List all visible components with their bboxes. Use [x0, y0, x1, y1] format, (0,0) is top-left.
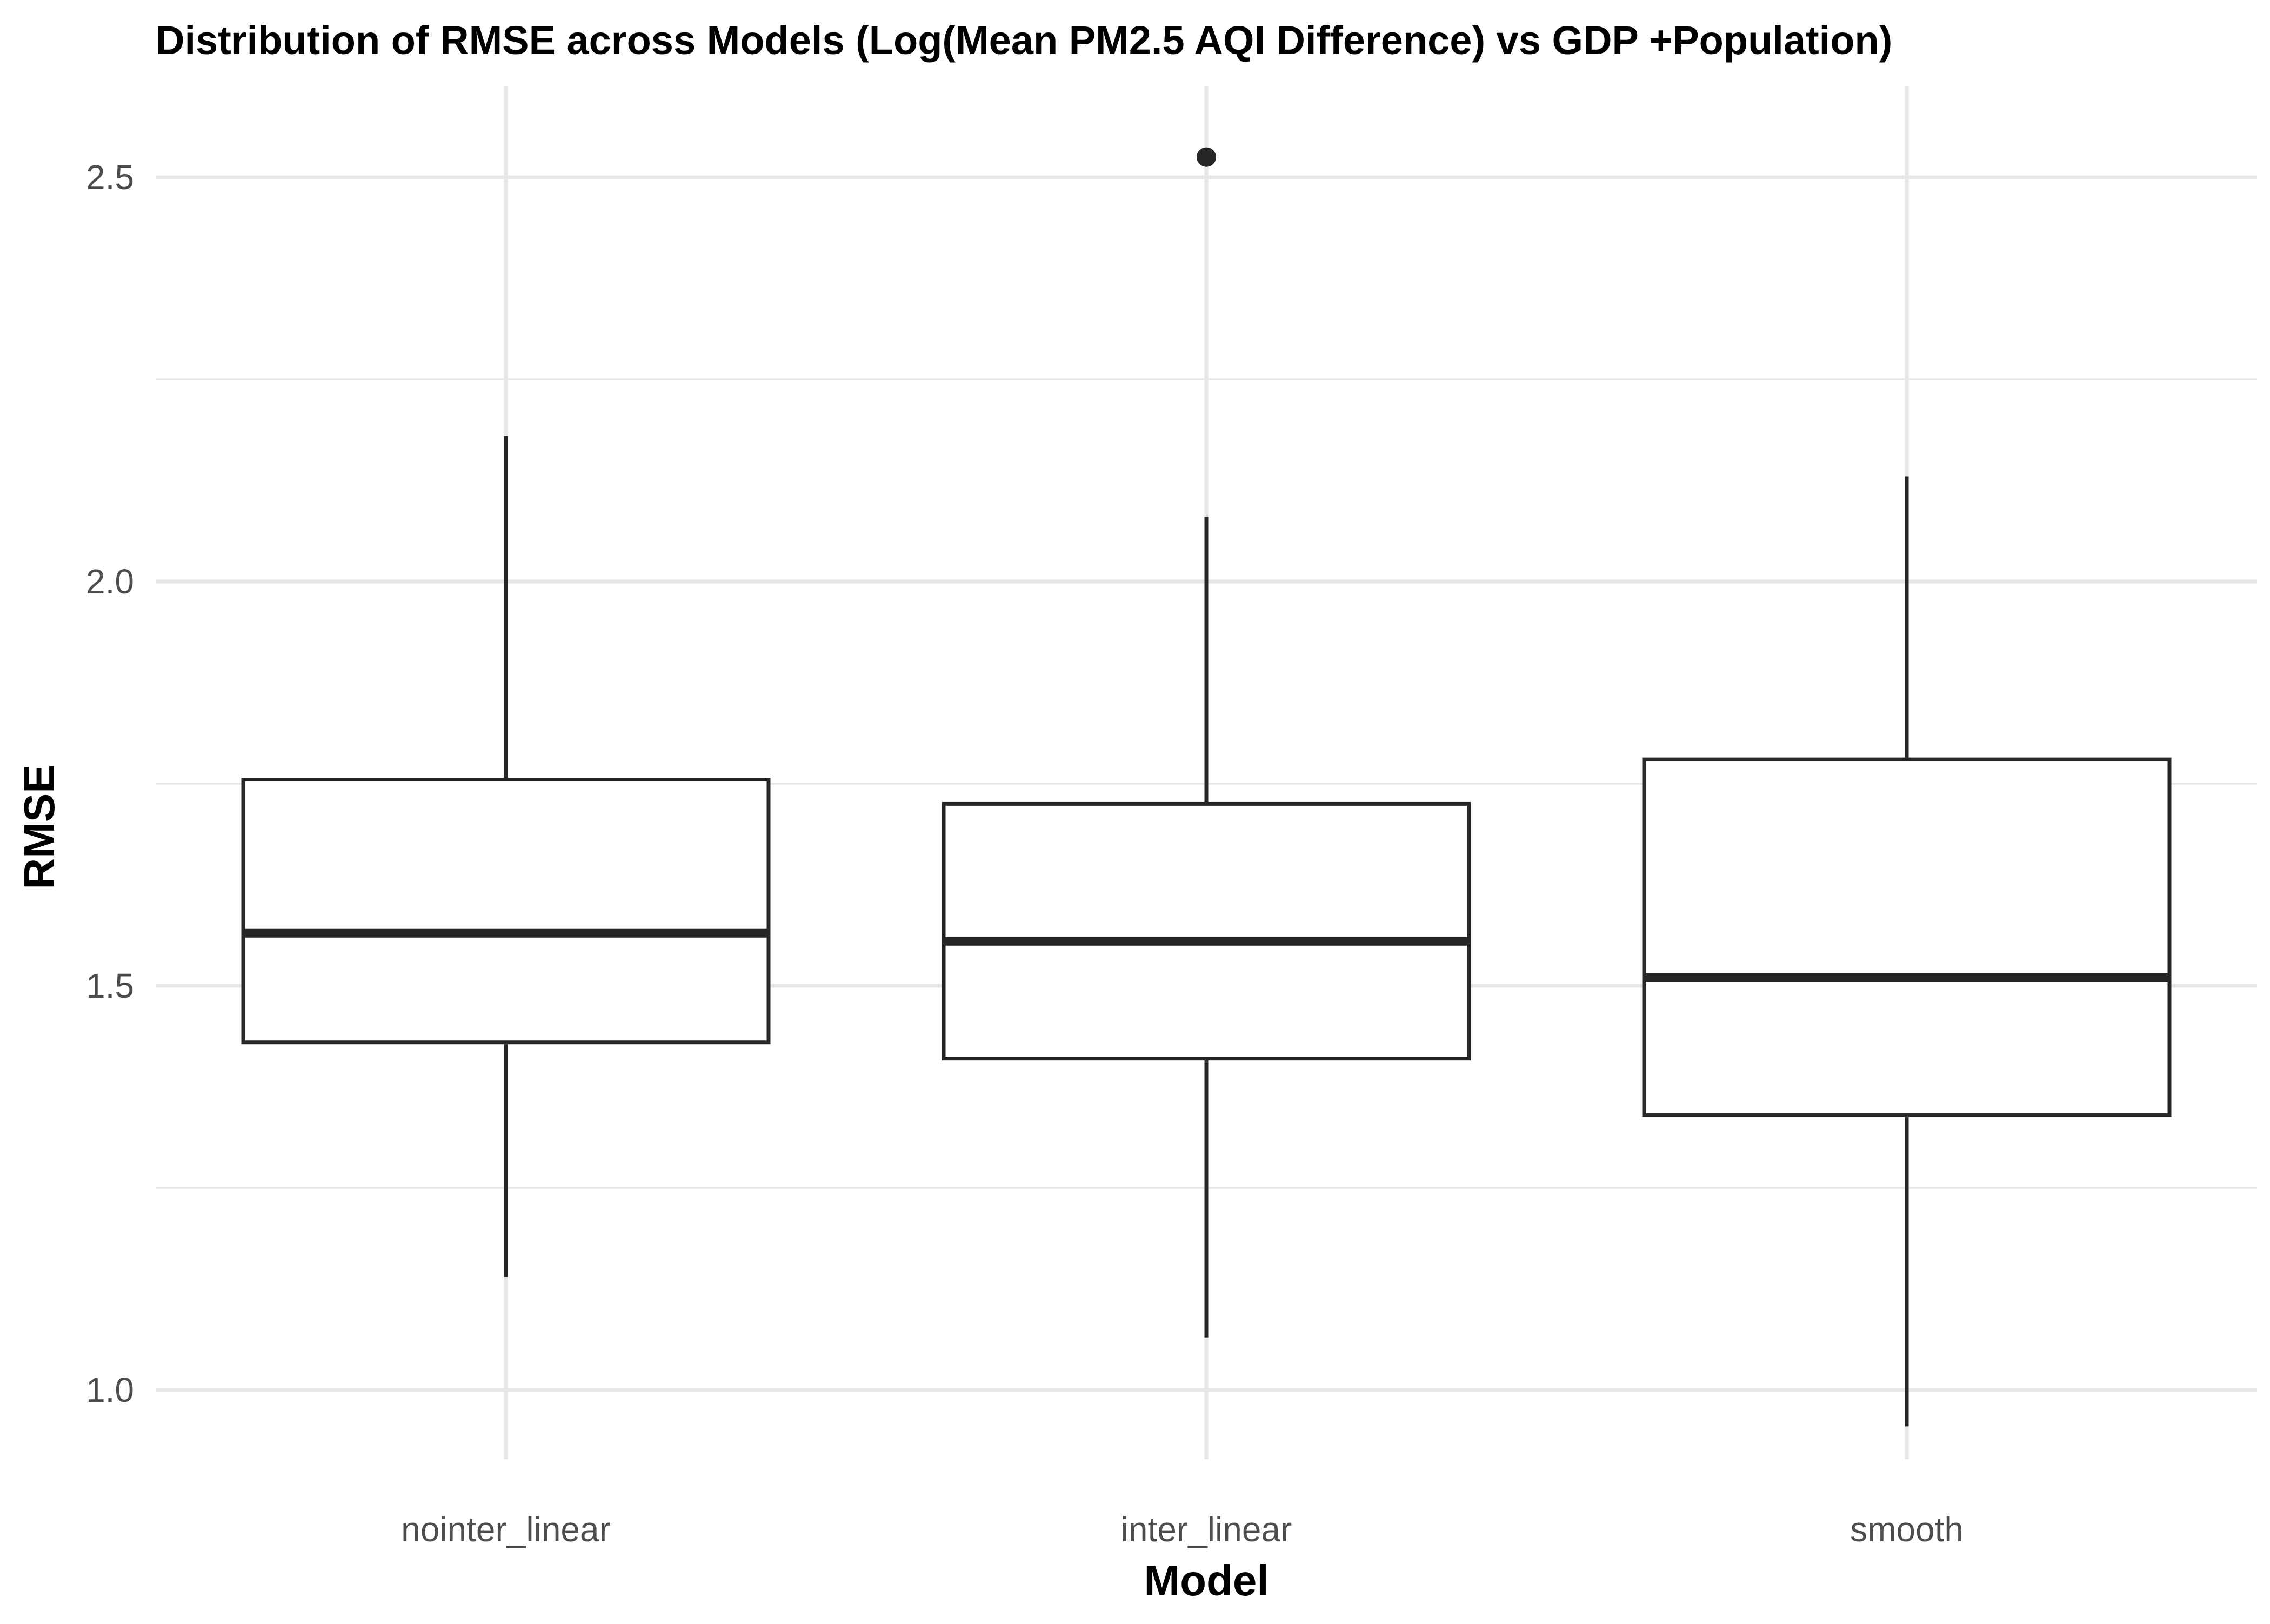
y-axis-ticks: 1.0 1.5 2.0 2.5 [86, 158, 134, 1409]
y-axis-title: RMSE [15, 764, 63, 889]
chart-title: Distribution of RMSE across Models (Log(… [156, 18, 1892, 63]
interquartile-box [241, 778, 771, 1045]
y-tick-label: 2.5 [86, 158, 134, 197]
x-tick-label: smooth [1850, 1510, 1964, 1549]
interquartile-box [942, 801, 1471, 1061]
x-tick-label: nointer_linear [401, 1510, 611, 1549]
y-tick-label: 1.0 [86, 1371, 134, 1409]
box-inter_linear [942, 147, 1471, 1338]
interquartile-box [1642, 757, 2172, 1117]
outlier-point [1197, 147, 1216, 167]
x-tick-label: inter_linear [1121, 1510, 1292, 1549]
box-series [241, 147, 2172, 1427]
x-axis-title: Model [1144, 1556, 1268, 1605]
y-tick-label: 2.0 [86, 562, 134, 601]
box-nointer_linear [241, 436, 771, 1277]
x-axis-ticks: nointer_linear inter_linear smooth [401, 1510, 1964, 1549]
box-smooth [1642, 476, 2172, 1427]
y-tick-label: 1.5 [86, 966, 134, 1005]
